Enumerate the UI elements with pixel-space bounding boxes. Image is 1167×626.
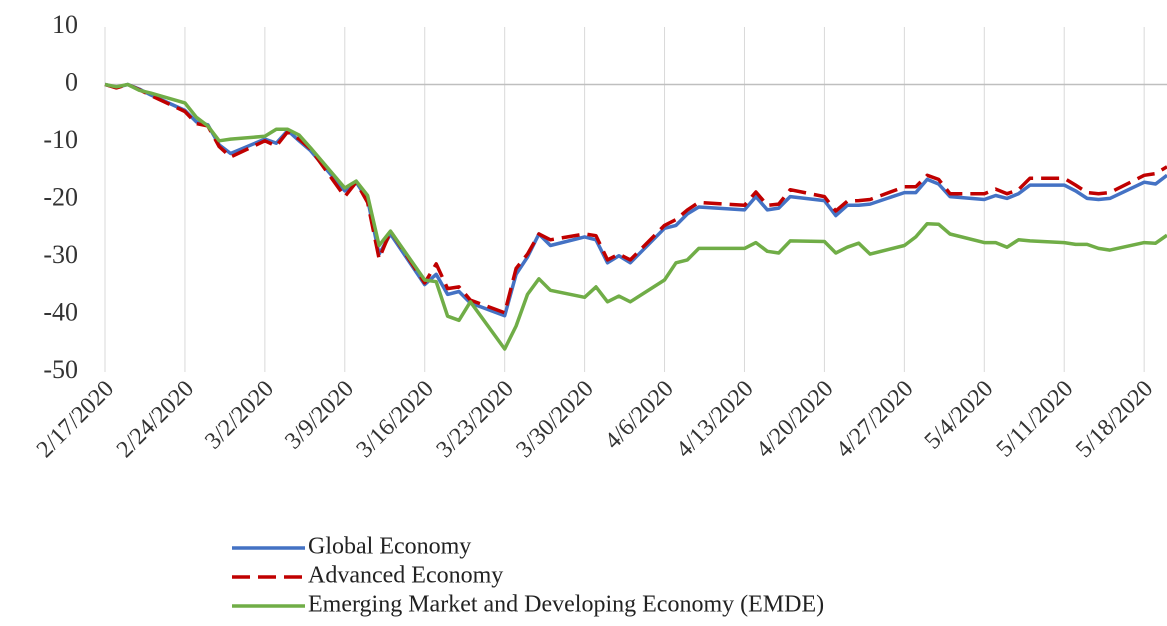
- x-tick-label: 2/24/2020: [112, 376, 199, 463]
- x-tick-label: 3/23/2020: [432, 376, 519, 463]
- y-tick-label: -20: [43, 182, 78, 211]
- series-line: [104, 82, 1167, 318]
- x-tick-label: 3/2/2020: [200, 376, 279, 455]
- x-tick-label: 3/9/2020: [280, 376, 359, 455]
- x-tick-label: 4/20/2020: [751, 376, 838, 463]
- x-tick-label: 2/17/2020: [32, 376, 119, 463]
- x-tick-label: 5/18/2020: [1071, 376, 1158, 463]
- y-tick-label: 0: [65, 67, 78, 96]
- x-tick-label: 4/6/2020: [600, 376, 679, 455]
- x-tick-label: 5/11/2020: [992, 376, 1079, 463]
- series-line: [104, 82, 1167, 315]
- x-tick-label: 4/27/2020: [831, 376, 918, 463]
- x-tick-label: 3/16/2020: [352, 376, 439, 463]
- y-tick-label: 10: [52, 10, 78, 39]
- y-tick-label: -50: [43, 355, 78, 384]
- x-tick-label: 5/4/2020: [920, 376, 999, 455]
- series-line: [104, 82, 1167, 351]
- y-tick-label: -10: [43, 125, 78, 154]
- x-tick-label: 3/30/2020: [512, 376, 599, 463]
- y-tick-label: -30: [43, 240, 78, 269]
- legend-label: Emerging Market and Developing Economy (…: [308, 592, 824, 618]
- x-tick-label: 4/13/2020: [671, 376, 758, 463]
- legend-label: Global Economy: [308, 534, 471, 560]
- y-tick-label: -40: [43, 297, 78, 326]
- legend-label: Advanced Economy: [308, 563, 503, 589]
